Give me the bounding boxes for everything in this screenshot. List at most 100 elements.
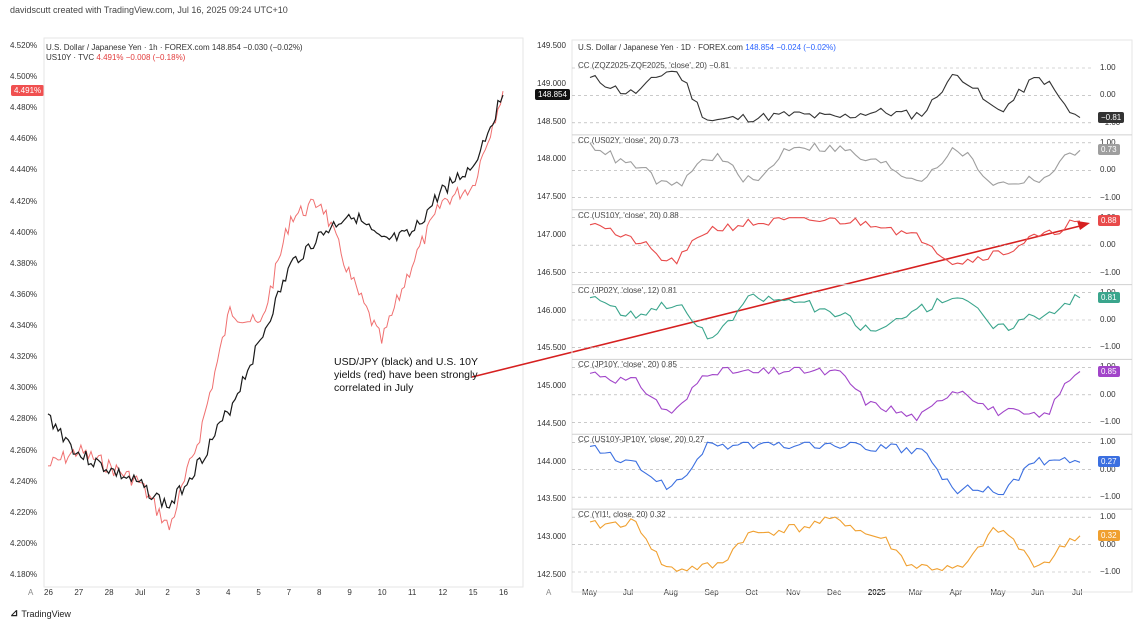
price-axis-tick: 145.500 [537,343,566,353]
tradingview-logo: ⊿ TradingView [10,608,71,619]
left-x-tick: 28 [104,588,114,597]
yield-axis-tick: 4.420% [10,196,38,206]
left-x-tick: 9 [347,588,352,597]
panel-axis-tick: 0.00 [1100,464,1116,474]
correlation-line [589,70,1081,123]
usdjpy-price-tag: 148.854 [535,89,570,101]
correlation-value-tag: 0.27 [1098,456,1120,468]
left-x-tick: 16 [499,588,508,597]
left-x-tick: 5 [256,588,261,597]
price-axis-tick: 149.500 [537,41,566,50]
left-x-tick: 10 [377,588,387,597]
us10y-name: US10Y · TVC [46,53,97,62]
correlation-line [589,142,1081,187]
usdjpy-line [47,94,504,510]
panel-axis-tick: −1.00 [1100,417,1121,427]
annotation-arrow-line [471,225,1081,378]
left-x-tick: Jul [135,588,146,597]
us10y-value: 4.491% −0.008 (−0.18%) [96,53,186,62]
price-axis-tick: 144.000 [537,456,566,466]
correlation-line [589,441,1081,496]
left-x-tick: 8 [317,588,322,597]
panel-axis-tick: −1.00 [1100,267,1121,277]
correlation-line [589,516,1081,572]
panel-axis-tick: 0.00 [1100,315,1116,324]
price-axis-tick: 144.500 [537,418,566,428]
left-x-tick: 4 [226,588,231,597]
left-chart-title: U.S. Dollar / Japanese Yen · 1h · FOREX.… [46,43,303,52]
panel-title: CC (US02Y, 'close', 20) 0.73 [578,135,679,145]
yield-axis-tick: 4.340% [10,321,38,331]
correlation-value-tag: 0.32 [1098,529,1120,541]
left-x-tick: 15 [468,588,478,597]
panel-axis-tick: −1.00 [1100,492,1121,502]
panel-title: CC (JP02Y, 'close', 12) 0.81 [578,285,677,295]
annotation-text: USD/JPY (black) and U.S. 10Y yields (red… [334,356,478,394]
correlation-line [589,366,1081,422]
correlation-line [589,217,1081,266]
left-x-tick: 27 [74,588,84,597]
tradingview-logo-icon: ⊿ [10,608,19,619]
left-x-tick: 3 [195,588,201,597]
price-axis-tick: 147.500 [537,192,566,202]
panel-title: CC (JP10Y, 'close', 20) 0.85 [578,360,677,370]
yield-axis-tick: 4.480% [10,103,38,113]
tradingview-logo-text: TradingView [21,608,71,619]
panel-axis-tick: 0.00 [1100,165,1116,175]
chart-header: davidscutt created with TradingView.com,… [10,5,288,15]
panel-axis-tick: 1.00 [1100,437,1116,447]
price-axis-tick: 148.500 [537,116,566,126]
panel-title: CC (YI1!, close, 20) 0.32 [578,510,666,520]
left-chart-subtitle: US10Y · TVC 4.491% −0.008 (−0.18%) [46,53,185,62]
yield-axis-tick: 4.500% [10,72,38,82]
yield-axis-tick: 4.300% [10,383,38,393]
price-axis-tick: 143.000 [537,532,566,542]
panel-title: CC (US10Y-JP10Y, 'close', 20) 0.27 [578,435,705,445]
left-x-tick: 7 [286,588,292,597]
price-axis-tick: 148.000 [537,154,566,164]
yield-axis-tick: 4.200% [10,538,38,548]
panel-axis-tick: 1.00 [1100,137,1116,147]
panel-axis-tick: −1.00 [1100,567,1121,576]
yield-axis-tick: 4.440% [10,165,38,175]
price-axis-tick: 145.000 [537,381,566,391]
panel-axis-tick: 0.00 [1100,90,1116,100]
yield-axis-tick: 4.520% [10,41,38,50]
price-axis-tick: 149.000 [537,78,566,88]
yield-price-tag: 4.491% [11,85,45,97]
left-axis-letter: A [28,588,34,597]
price-axis-tick: 146.000 [537,305,566,315]
panel-axis-tick: 0.00 [1100,539,1116,549]
yield-axis-tick: 4.380% [10,258,38,268]
right-title-name: U.S. Dollar / Japanese Yen · 1D · FOREX.… [578,43,746,52]
yield-axis-tick: 4.180% [10,570,38,579]
correlation-value-tag: 0.88 [1098,215,1120,226]
correlation-value-tag: 0.81 [1098,291,1120,303]
right-title-value: 148.854 −0.024 (−0.02%) [745,43,836,52]
panel-axis-tick: 1.00 [1100,63,1116,72]
left-x-tick: 2 [165,588,170,597]
left-x-tick: 12 [438,588,448,597]
panel-axis-tick: 0.00 [1100,240,1116,250]
yield-axis-tick: 4.260% [10,445,38,455]
left-x-tick: 26 [44,588,53,597]
right-chart-title: U.S. Dollar / Japanese Yen · 1D · FOREX.… [578,43,836,52]
left-chart-frame [43,37,524,588]
annotation-arrow-head [1077,221,1090,230]
price-axis-tick: 143.500 [537,494,566,504]
yield-axis-tick: 4.240% [10,476,38,486]
right-chart-frame [571,39,1133,593]
correlation-value-tag: −0.81 [1098,111,1125,123]
yield-axis-tick: 4.320% [10,352,38,362]
left-x-tick: 11 [408,588,417,597]
panel-title: CC (ZQZ2025-ZQF2025, 'close', 20) −0.81 [578,61,730,70]
right-axis-letter: A [546,588,552,597]
yield-axis-tick: 4.400% [10,227,38,237]
price-axis-tick: 147.000 [537,229,566,239]
us10y-line [47,91,504,531]
yield-axis-tick: 4.280% [10,414,38,424]
correlation-value-tag: 0.73 [1098,144,1120,156]
price-axis-tick: 142.500 [537,570,566,579]
correlation-line [589,293,1081,340]
